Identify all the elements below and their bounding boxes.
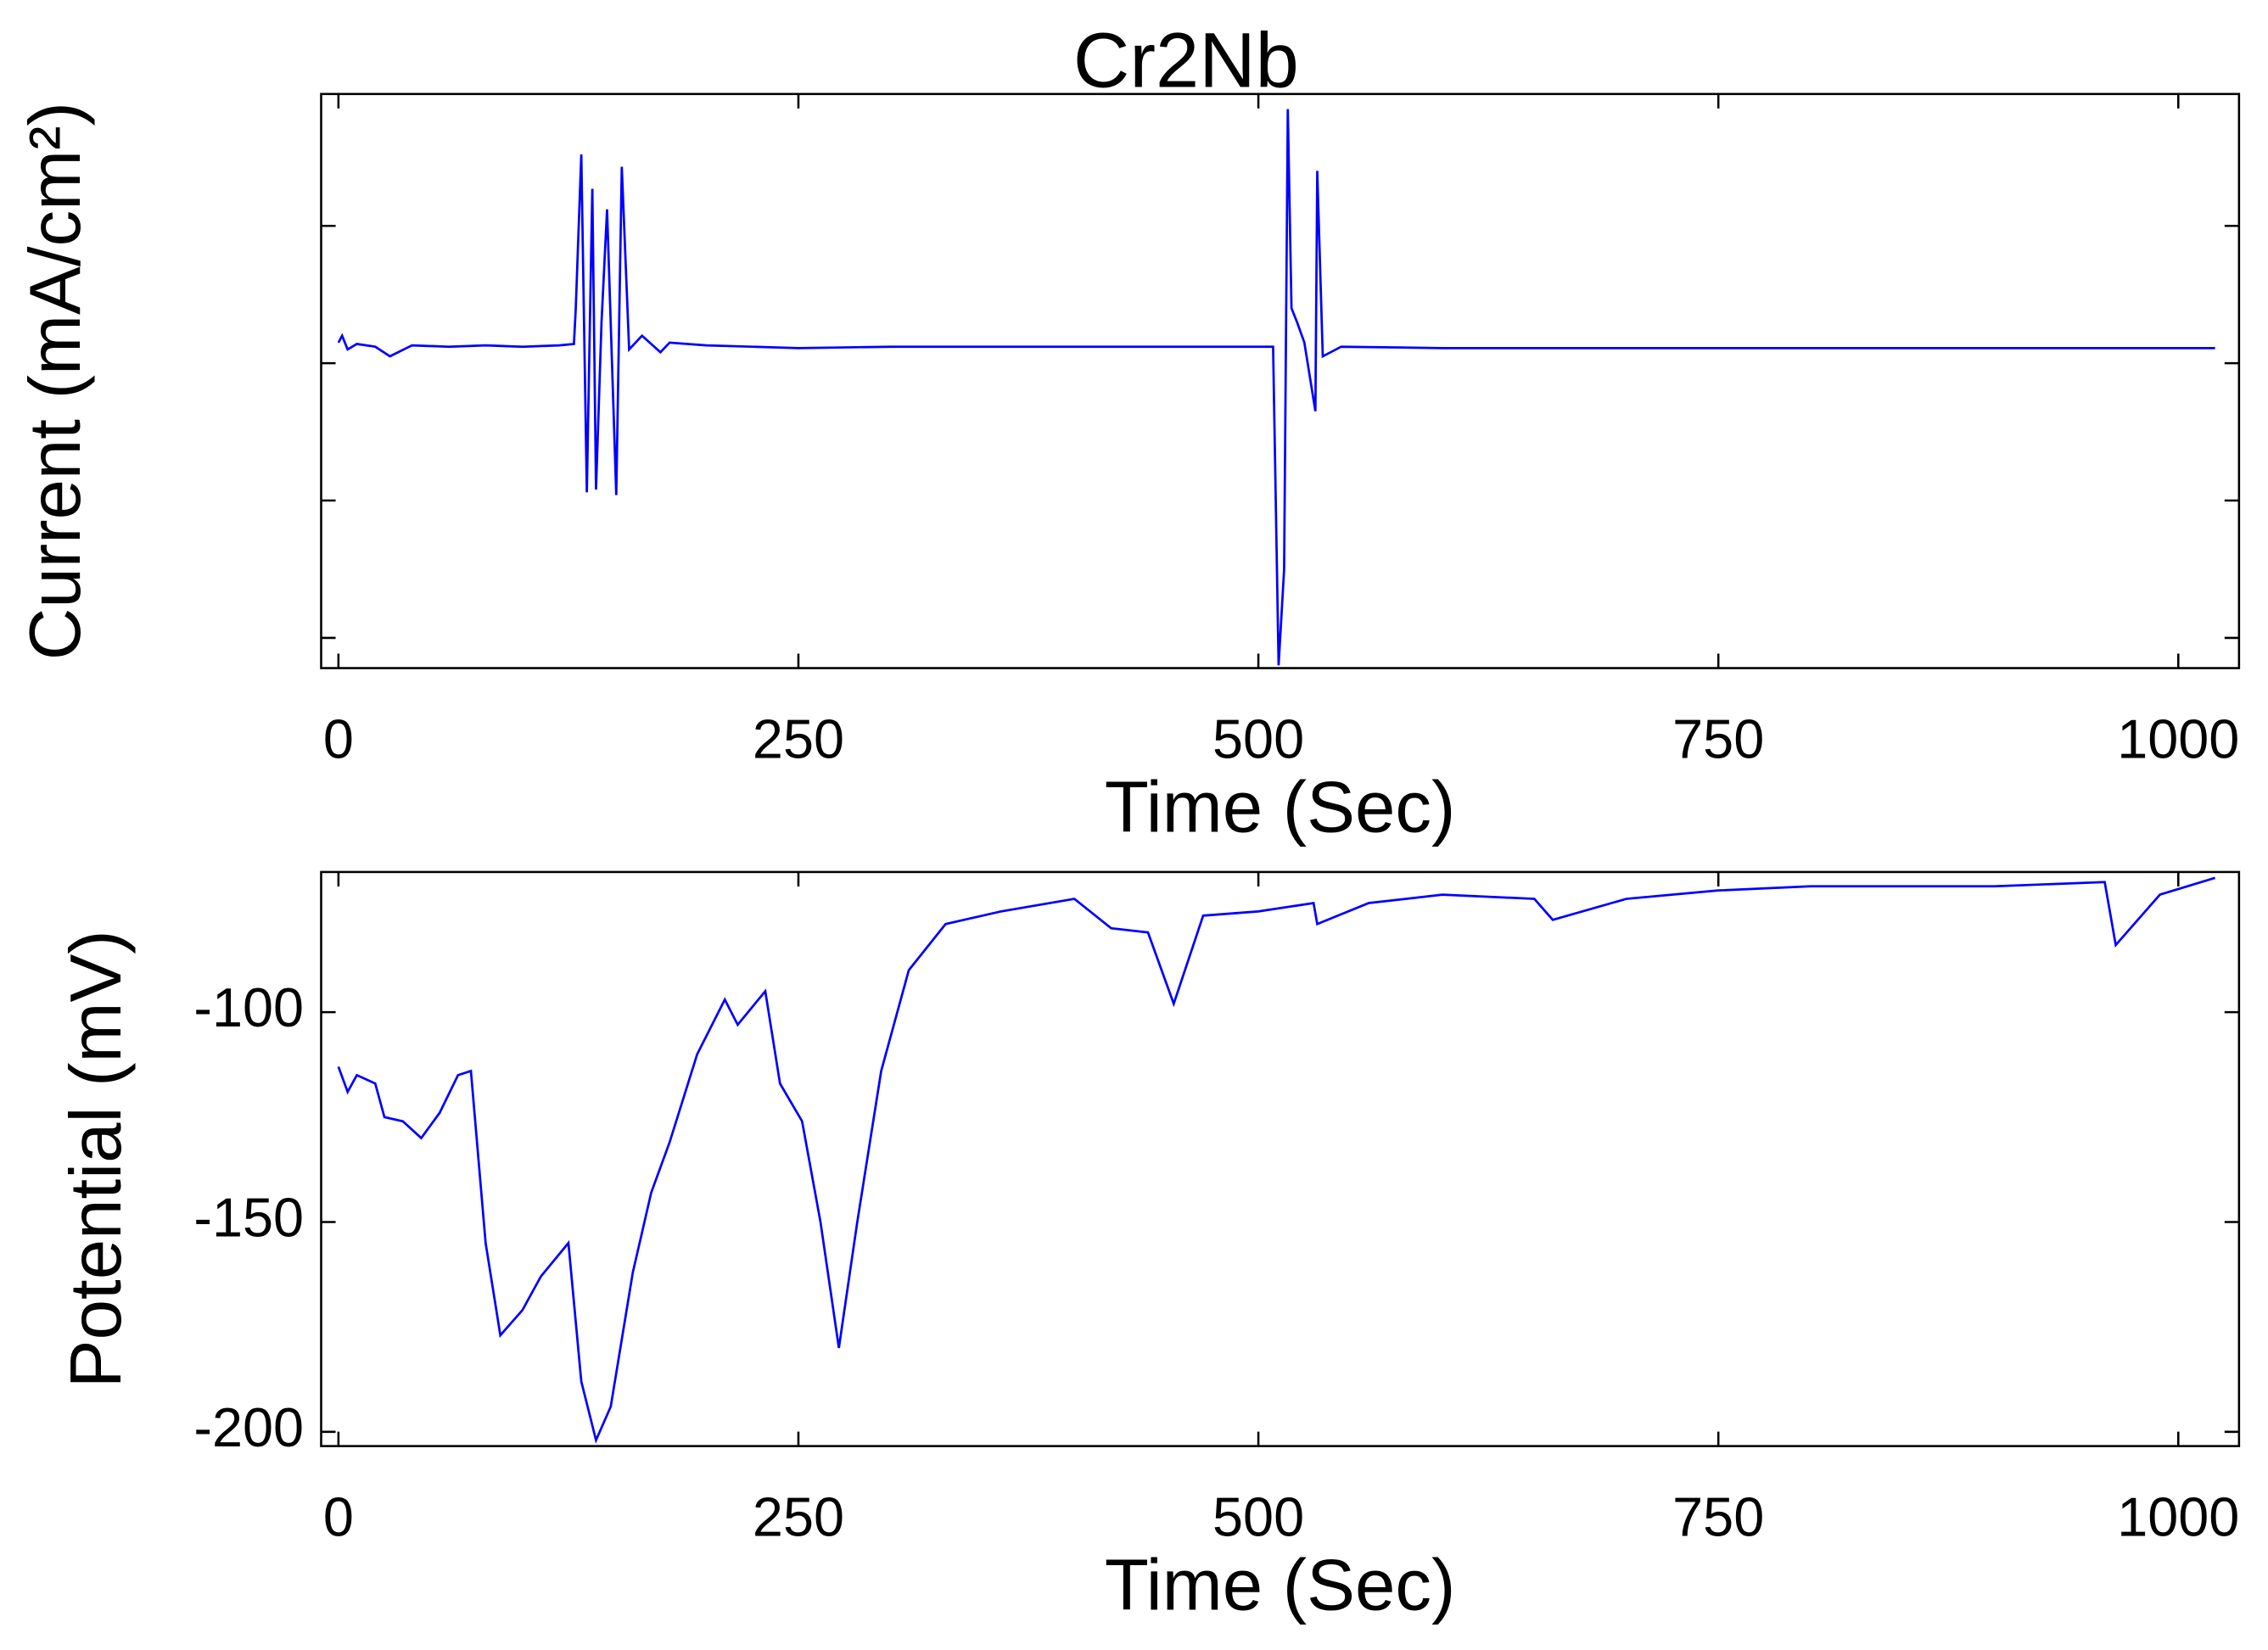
plot-frame	[320, 92, 2241, 669]
x-axis-label: Time (Sec)	[1105, 1546, 1455, 1626]
x-tick-label: 250	[753, 1485, 844, 1547]
chart-title: Cr2Nb	[1073, 17, 1299, 104]
data-line	[337, 109, 2215, 666]
x-tick-label: 750	[1672, 708, 1764, 769]
y-tick-label: -100	[193, 976, 304, 1038]
y-axis-label: Potential (mV)	[56, 930, 137, 1388]
x-tick-label: 500	[1212, 708, 1304, 769]
y-tick-label: -150	[193, 1187, 304, 1249]
x-tick-label: 1000	[2117, 708, 2239, 769]
x-tick-label: 250	[753, 708, 844, 769]
y-tick-label: -200	[193, 1396, 304, 1458]
y-axis-label: Current (mA/cm²)	[15, 102, 96, 660]
x-axis-label: Time (Sec)	[1105, 768, 1455, 848]
x-tick-label: 1000	[2117, 1485, 2239, 1547]
x-tick-label: 500	[1212, 1485, 1304, 1547]
x-tick-label: 0	[323, 1485, 354, 1547]
data-line	[337, 876, 2216, 1444]
plot-frame	[320, 870, 2241, 1447]
x-tick-label: 0	[323, 708, 354, 769]
x-tick-label: 750	[1672, 1485, 1764, 1547]
